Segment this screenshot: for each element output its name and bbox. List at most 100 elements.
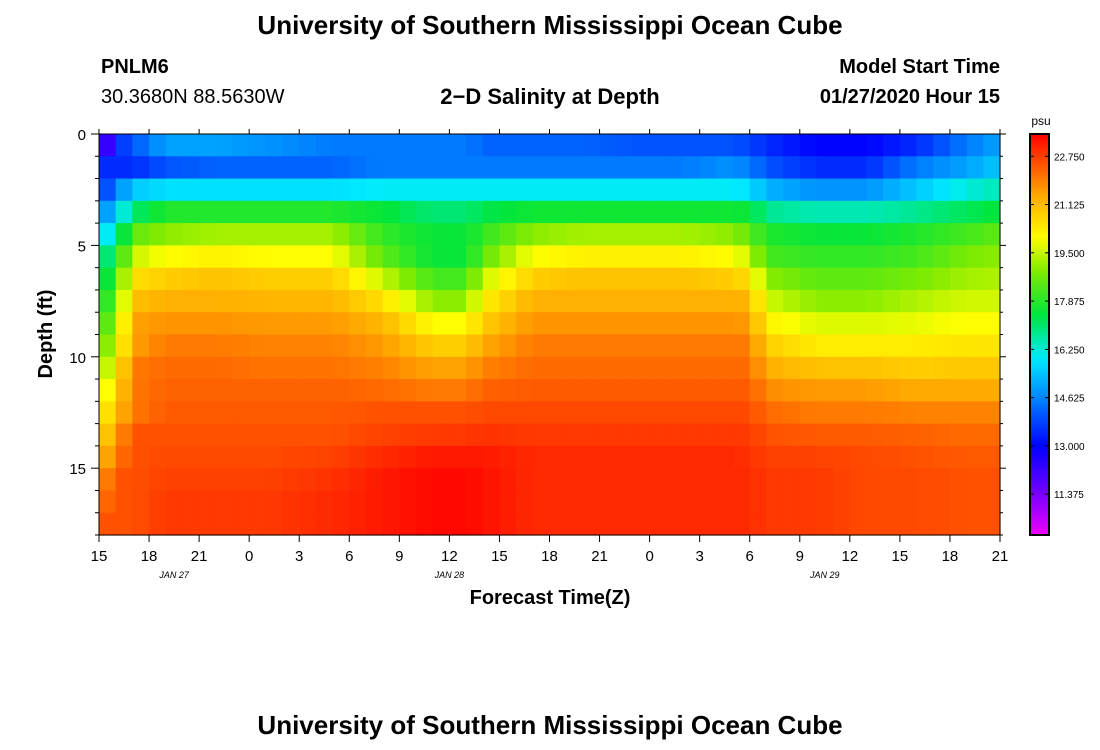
heatmap-cell — [883, 445, 901, 469]
heatmap-cell — [315, 356, 334, 380]
heatmap-cell — [432, 200, 450, 224]
heatmap-cell — [749, 445, 768, 469]
heatmap-cell — [299, 312, 317, 336]
x-tick-label: 18 — [942, 548, 959, 565]
heatmap-cell — [282, 289, 300, 313]
heatmap-cell — [916, 379, 934, 402]
heatmap-cell — [182, 423, 200, 447]
heatmap-cell — [599, 490, 617, 514]
heatmap-cell — [833, 490, 851, 514]
heatmap-cell — [115, 423, 133, 447]
x-tick-label: 15 — [491, 548, 508, 565]
heatmap-cell — [466, 200, 484, 224]
heatmap-cell — [816, 289, 834, 313]
heatmap-cell — [149, 267, 167, 291]
heatmap-cell — [182, 312, 200, 336]
heatmap-cell — [749, 468, 768, 492]
heatmap-cell — [899, 334, 918, 358]
heatmap-cell — [682, 289, 701, 313]
heatmap-cell — [399, 312, 417, 336]
heatmap-cell — [799, 512, 818, 536]
heatmap-cell — [249, 512, 267, 536]
heatmap-cell — [299, 423, 317, 447]
heatmap-cell — [182, 334, 200, 358]
heatmap-cell — [816, 445, 834, 469]
heatmap-cell — [733, 356, 751, 380]
heatmap-cell — [416, 178, 434, 202]
heatmap-cell — [449, 156, 467, 180]
heatmap-cell — [399, 267, 417, 291]
heatmap-cell — [466, 245, 484, 269]
heatmap-cell — [215, 267, 234, 291]
heatmap-cell — [983, 289, 1001, 313]
heatmap-cell — [482, 334, 501, 358]
heatmap-cell — [632, 156, 651, 180]
heatmap-cell — [983, 178, 1001, 202]
heatmap-cell — [365, 356, 384, 380]
heatmap-cell — [382, 379, 400, 402]
heatmap-cell — [766, 490, 784, 514]
heatmap-cell — [883, 356, 901, 380]
heatmap-cell — [849, 334, 868, 358]
heatmap-cell — [933, 490, 951, 514]
heatmap-cell — [933, 200, 951, 224]
heatmap-cell — [349, 312, 367, 336]
heatmap-cell — [315, 156, 334, 180]
heatmap-cell — [649, 512, 667, 536]
heatmap-cell — [933, 512, 951, 536]
heatmap-cell — [132, 200, 150, 224]
heatmap-cell — [182, 245, 200, 269]
heatmap-cell — [632, 490, 651, 514]
heatmap-cell — [365, 423, 384, 447]
heatmap-cell — [399, 468, 417, 492]
heatmap-cell — [299, 512, 317, 536]
heatmap-cell — [499, 267, 517, 291]
heatmap-cell — [432, 356, 450, 380]
heatmap-cell — [983, 334, 1001, 358]
heatmap-cell — [549, 289, 567, 313]
heatmap-cell — [816, 468, 834, 492]
heatmap-cell — [649, 334, 667, 358]
heatmap-cell — [349, 200, 367, 224]
heatmap-cell — [99, 379, 117, 402]
heatmap-cell — [265, 267, 284, 291]
heatmap-cell — [115, 245, 133, 269]
heatmap-cell — [766, 156, 784, 180]
heatmap-cell — [449, 423, 467, 447]
heatmap-cell — [215, 134, 234, 157]
heatmap-cell — [632, 134, 651, 157]
heatmap-cell — [616, 379, 634, 402]
date-label: JAN 27 — [158, 570, 190, 580]
heatmap-cell — [949, 512, 968, 536]
heatmap-cell — [115, 223, 133, 246]
heatmap-cell — [733, 223, 751, 246]
colorbar — [1029, 133, 1050, 536]
heatmap-cell — [182, 512, 200, 536]
heatmap-cell — [616, 512, 634, 536]
heatmap-cell — [132, 134, 150, 157]
heatmap-cell — [332, 512, 350, 536]
heatmap-cell — [816, 245, 834, 269]
heatmap-cell — [616, 178, 634, 202]
heatmap-cell — [632, 334, 651, 358]
heatmap-cell — [132, 245, 150, 269]
heatmap-cell — [249, 468, 267, 492]
heatmap-cell — [532, 200, 551, 224]
heatmap-cell — [199, 267, 217, 291]
heatmap-cell — [432, 468, 450, 492]
heatmap-cell — [132, 512, 150, 536]
heatmap-cell — [749, 379, 768, 402]
heatmap-cell — [632, 267, 651, 291]
heatmap-cell — [849, 468, 868, 492]
heatmap-cell — [866, 468, 884, 492]
heatmap-cell — [649, 178, 667, 202]
heatmap-cell — [699, 445, 717, 469]
heatmap-cell — [866, 423, 884, 447]
heatmap-cell — [265, 289, 284, 313]
heatmap-cell — [933, 134, 951, 157]
colorbar-tick-label: 19.500 — [1054, 249, 1085, 260]
heatmap-cell — [799, 356, 818, 380]
heatmap-cell — [699, 334, 717, 358]
heatmap-cell — [949, 356, 968, 380]
heatmap-cell — [466, 267, 484, 291]
